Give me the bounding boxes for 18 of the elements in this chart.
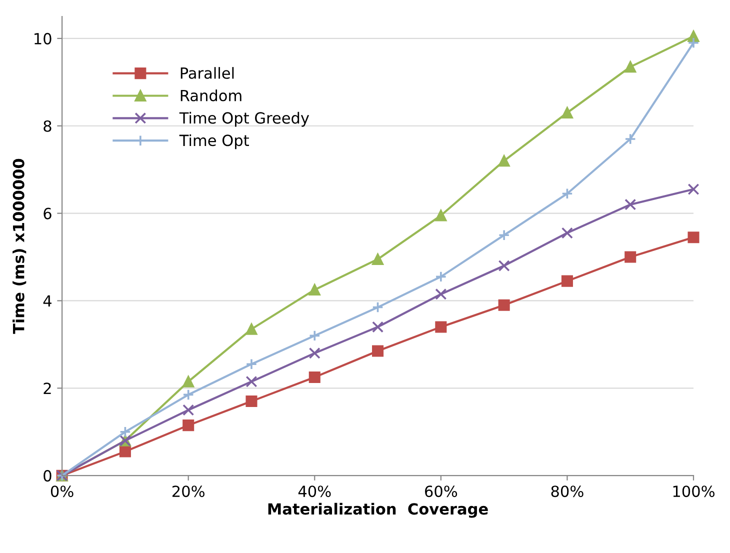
y-axis-title: Time (ms) x1000000 (12, 158, 26, 334)
y-tick-label: 0 (44, 470, 52, 482)
y-tick-label: 2 (44, 382, 51, 394)
legend-label: Parallel (180, 67, 234, 79)
x-tick-label: 80% (551, 486, 584, 498)
y-tick-label: 4 (43, 295, 52, 307)
legend-label: Time Opt (179, 134, 249, 150)
legend-label: Random (180, 89, 242, 102)
y-tick-label: 10 (34, 32, 52, 44)
x-tick-label: 60% (425, 486, 458, 498)
y-tick-label: 8 (44, 120, 52, 132)
legend-label: Time Opt Greedy (179, 112, 310, 127)
x-tick-label: 0% (50, 486, 74, 498)
x-tick-label: 100% (673, 486, 714, 498)
x-axis-title: Materialization Coverage (268, 502, 488, 518)
y-tick-label: 6 (44, 208, 52, 220)
x-tick-label: 20% (172, 486, 204, 498)
x-tick-label: 40% (298, 486, 331, 498)
